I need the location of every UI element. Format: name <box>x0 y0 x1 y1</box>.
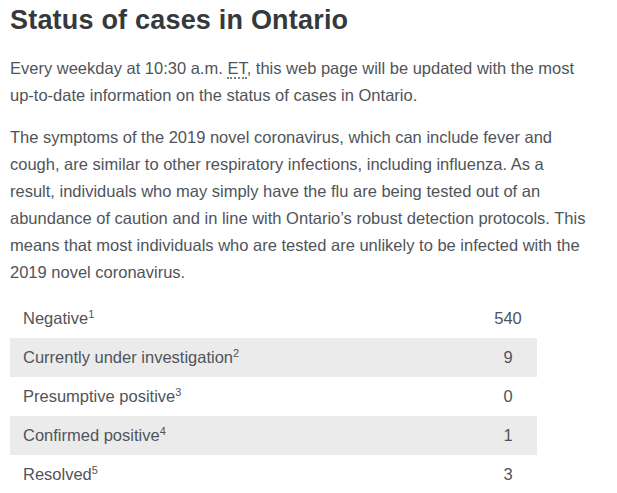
footnote-link[interactable]: 3 <box>175 385 181 397</box>
symptoms-paragraph: The symptoms of the 2019 novel coronavir… <box>10 124 590 286</box>
footnote-link[interactable]: 2 <box>233 346 239 358</box>
footnote-link[interactable]: 4 <box>160 424 166 436</box>
row-label: Resolved5 <box>10 455 479 493</box>
table-row: Confirmed positive4 1 <box>10 416 537 455</box>
row-label: Negative1 <box>10 299 479 338</box>
cases-status-table: Negative1 540 Currently under investigat… <box>10 299 537 493</box>
row-label: Confirmed positive4 <box>10 416 479 455</box>
footnote-link[interactable]: 1 <box>88 307 94 319</box>
row-value: 0 <box>479 377 537 416</box>
row-label: Presumptive positive3 <box>10 377 479 416</box>
table-row: Resolved5 3 <box>10 455 537 493</box>
row-value: 9 <box>479 338 537 377</box>
page-container: Status of cases in Ontario Every weekday… <box>0 0 617 493</box>
row-label: Currently under investigation2 <box>10 338 479 377</box>
table-row: Negative1 540 <box>10 299 537 338</box>
row-value: 1 <box>479 416 537 455</box>
footnote-link[interactable]: 5 <box>92 463 98 475</box>
intro-text-before: Every weekday at 10:30 a.m. <box>10 59 227 77</box>
table-row: Presumptive positive3 0 <box>10 377 537 416</box>
intro-paragraph: Every weekday at 10:30 a.m. ET, this web… <box>10 55 590 109</box>
page-title: Status of cases in Ontario <box>10 2 590 38</box>
row-value: 540 <box>479 299 537 338</box>
timezone-abbr: ET <box>227 59 246 79</box>
row-value: 3 <box>479 455 537 493</box>
table-row: Currently under investigation2 9 <box>10 338 537 377</box>
